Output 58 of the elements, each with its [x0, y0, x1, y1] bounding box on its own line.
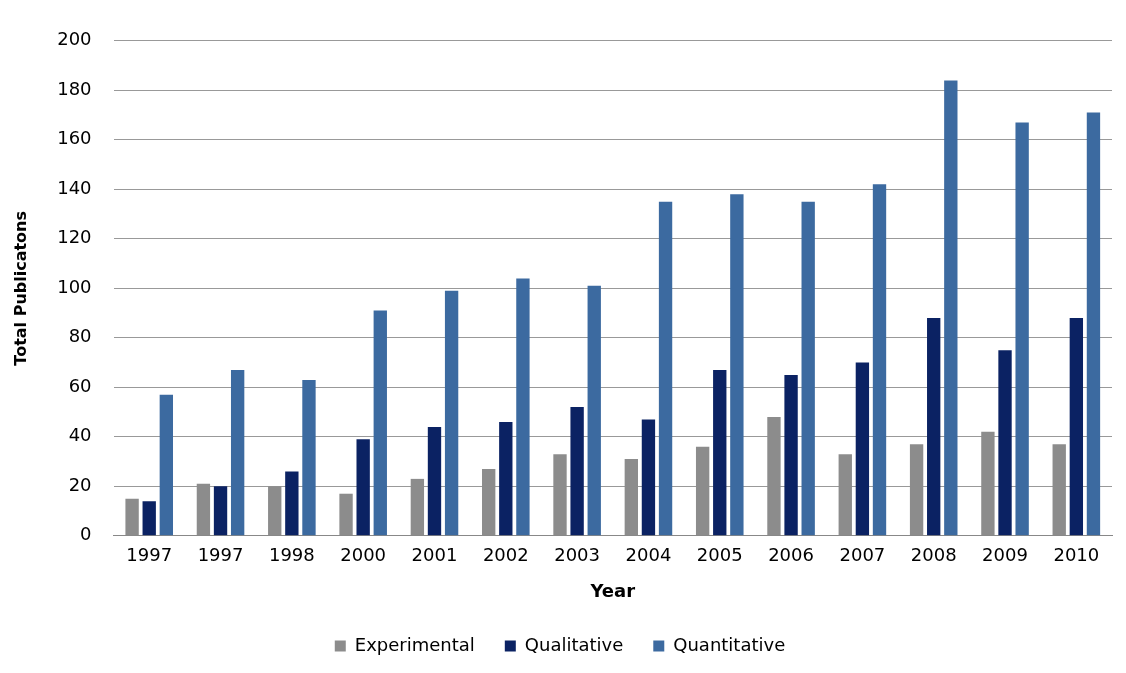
bar: [516, 278, 530, 536]
bar: [499, 421, 513, 536]
x-tick-label: 2000: [340, 544, 387, 566]
bar: [730, 194, 744, 536]
x-tick-label: 2007: [839, 544, 886, 566]
bar: [872, 184, 887, 536]
x-tick-label: 2002: [482, 544, 529, 566]
bar: [302, 379, 316, 536]
bar: [1086, 112, 1101, 536]
y-tick-label: 0: [80, 523, 92, 545]
x-tick-label: 1998: [268, 544, 315, 566]
bar: [373, 310, 387, 536]
x-tick-label: 2003: [554, 544, 601, 566]
legend-label: Qualitative: [524, 633, 624, 655]
bar: [855, 362, 870, 536]
bar: [927, 318, 941, 536]
x-tick-label: 2006: [768, 544, 814, 566]
bar: [784, 374, 798, 536]
bar: [944, 80, 958, 536]
bar: [285, 471, 299, 536]
y-tick-label: 100: [57, 275, 92, 297]
y-tick-label: 40: [68, 424, 92, 446]
legend-label: Experimental: [354, 633, 475, 655]
bar: [356, 439, 370, 536]
bar: [427, 426, 442, 536]
y-tick-label: 60: [68, 374, 92, 396]
bar: [998, 350, 1012, 536]
x-tick-label: 2009: [982, 544, 1028, 566]
y-tick-label: 160: [57, 127, 92, 149]
x-axis-title: Year: [589, 579, 636, 601]
y-tick-label: 80: [68, 325, 92, 347]
bar: [1069, 318, 1084, 536]
bar: [570, 407, 584, 536]
x-tick-label: 1997: [126, 544, 173, 566]
bar: [1015, 122, 1029, 536]
bar: [230, 369, 245, 536]
y-axis-title: Total Publicatons: [10, 210, 30, 366]
x-tick-label: 2008: [910, 544, 957, 566]
y-tick-label: 140: [57, 176, 92, 198]
x-tick-label: 2010: [1053, 544, 1100, 566]
x-tick-label: 2005: [696, 544, 743, 566]
bar: [641, 419, 656, 536]
y-tick-label: 180: [57, 77, 92, 99]
bar: [658, 201, 673, 536]
x-tick-label: 1997: [197, 544, 244, 566]
bar: [713, 369, 727, 536]
bar: [213, 486, 228, 536]
bar: [587, 285, 601, 536]
bar: [801, 201, 815, 536]
x-tick-label: 2001: [411, 544, 458, 566]
y-tick-label: 20: [68, 473, 92, 495]
y-tick-label: 120: [57, 226, 92, 248]
bar: [159, 394, 174, 536]
bar: [142, 501, 156, 536]
x-tick-label: 2004: [625, 544, 672, 566]
legend-label: Quantitative: [673, 633, 786, 655]
y-tick-label: 200: [57, 28, 92, 50]
bar: [444, 290, 459, 536]
